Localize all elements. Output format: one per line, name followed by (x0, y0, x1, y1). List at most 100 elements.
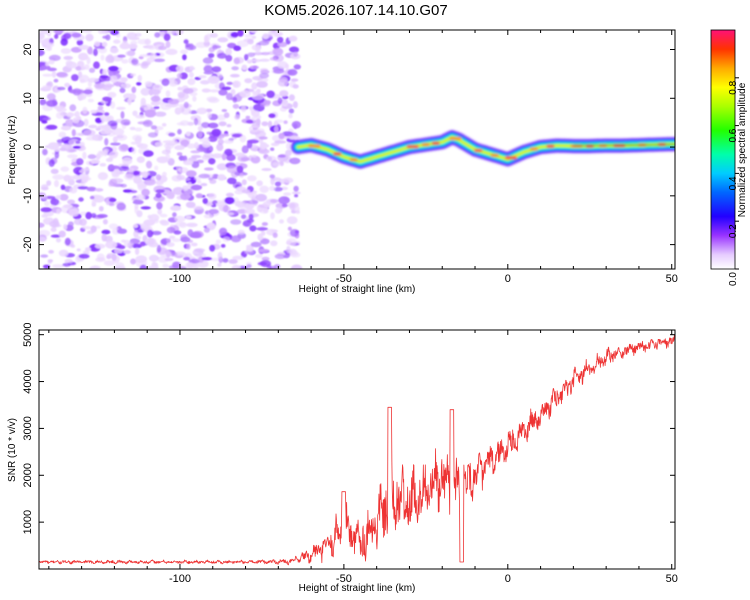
noise-blob (187, 181, 193, 188)
noise-blob (68, 221, 74, 227)
noise-blob (95, 117, 102, 123)
noise-blob (116, 134, 128, 141)
noise-blob (277, 154, 286, 158)
noise-blob (183, 88, 194, 94)
noise-blob (86, 56, 91, 65)
noise-blob (148, 254, 159, 262)
noise-blob (161, 149, 171, 155)
noise-blob (102, 35, 109, 39)
noise-blob (168, 98, 180, 105)
colorbar-tick-label: 0.4 (728, 176, 739, 190)
noise-blob (141, 188, 150, 196)
noise-blob (131, 58, 139, 65)
noise-blob (133, 224, 139, 228)
noise-blob (41, 195, 48, 201)
noise-blob (53, 146, 61, 153)
noise-blob (255, 193, 267, 202)
noise-blob (215, 201, 227, 207)
noise-blob (288, 35, 298, 42)
noise-blob (290, 252, 301, 258)
noise-blob (246, 59, 253, 64)
noise-blob (133, 229, 139, 238)
noise-blob (40, 30, 52, 35)
noise-blob (254, 119, 261, 125)
noise-blob (108, 151, 119, 159)
noise-blob (130, 73, 137, 77)
noise-blob (251, 93, 264, 101)
noise-blob (78, 132, 85, 136)
noise-blob (189, 72, 194, 78)
noise-blob (154, 141, 163, 147)
noise-blob (71, 129, 76, 137)
noise-blob (178, 103, 186, 108)
noise-blob (176, 165, 181, 171)
noise-blob (223, 139, 234, 144)
noise-blob (113, 39, 121, 44)
noise-blob (232, 103, 240, 109)
noise-blob (268, 113, 276, 118)
noise-blob (82, 226, 92, 230)
noise-blob (159, 213, 168, 218)
noise-blob (291, 121, 302, 129)
noise-blob (46, 180, 52, 186)
noise-blob (120, 83, 132, 89)
noise-blob (162, 171, 167, 177)
noise-blob (97, 125, 109, 129)
noise-blob (82, 151, 87, 160)
noise-blob (239, 172, 244, 178)
noise-blob (292, 101, 298, 109)
noise-blob (70, 244, 76, 248)
noise-blob (100, 115, 112, 122)
snr-line (39, 334, 675, 566)
noise-blob (104, 129, 114, 134)
noise-blob (93, 48, 98, 57)
y-tick-label: 1000 (22, 510, 34, 534)
noise-blob (190, 150, 201, 154)
noise-blob (69, 104, 77, 112)
noise-blob (79, 211, 88, 216)
noise-blob (40, 184, 49, 191)
noise-blob (67, 199, 76, 205)
noise-blob (149, 52, 157, 59)
noise-blob (78, 169, 86, 174)
noise-blob (284, 63, 289, 69)
noise-blob (136, 142, 144, 147)
noise-blob (286, 245, 291, 254)
noise-blob (191, 161, 200, 169)
noise-blob (81, 30, 93, 34)
noise-blob (241, 179, 247, 186)
noise-blob (86, 230, 95, 235)
snr-panel: -100 -50 0 50 1000 2000 3000 4000 5000 Height o… (7, 322, 678, 594)
noise-blob (56, 208, 61, 215)
noise-blob (261, 256, 270, 261)
noise-blob (62, 262, 71, 267)
noise-blob (81, 176, 89, 183)
noise-blob (211, 128, 222, 137)
noise-blob (207, 75, 220, 84)
noise-blob (174, 107, 182, 115)
noise-blob (55, 112, 64, 119)
noise-blob (200, 183, 208, 187)
noise-blob (208, 53, 215, 58)
noise-blob (123, 173, 136, 181)
noise-blob (196, 180, 202, 184)
noise-blob (140, 206, 151, 210)
noise-blob (247, 175, 257, 182)
noise-blob (174, 145, 185, 151)
noise-blob (177, 91, 186, 99)
noise-blob (289, 157, 301, 165)
noise-blob (60, 166, 70, 172)
noise-blob (225, 92, 233, 101)
noise-blob (245, 119, 254, 124)
noise-blob (288, 135, 301, 140)
noise-blob (78, 52, 89, 61)
noise-blob (224, 197, 235, 205)
noise-blob (189, 231, 202, 239)
noise-blob (172, 187, 185, 195)
noise-blob (226, 212, 235, 216)
noise-blob (102, 69, 107, 77)
noise-blob (241, 64, 248, 71)
noise-blob (111, 178, 124, 184)
noise-blob (73, 218, 83, 226)
noise-blob (281, 203, 288, 208)
